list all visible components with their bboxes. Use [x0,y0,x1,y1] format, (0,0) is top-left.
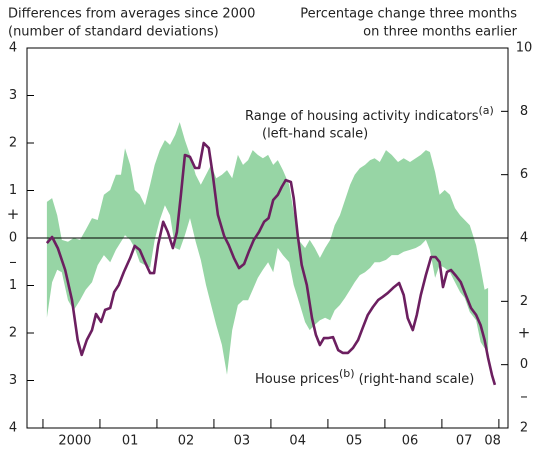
y2-tick-label: 0 [520,357,528,372]
y-tick-label: 2 [9,136,17,151]
annotation-note: (a) [479,104,494,117]
y2-tick-label: 6 [520,167,528,182]
annotation-scale: (left-hand scale) [262,127,368,142]
x-tick-label: 06 [402,434,419,449]
y-tick-label: 3 [9,373,17,388]
y2-tick-label: 2 [520,421,528,436]
x-tick-label: 08 [484,434,501,449]
range-band [46,122,489,375]
y2-tick-label: 10 [516,41,533,56]
x-tick-label: 03 [234,434,251,449]
annotation-scale: (right-hand scale) [359,372,475,387]
y2-title-line: on three months earlier [363,25,517,40]
y-title-line: (number of standard deviations) [8,25,219,40]
y2-title-line: Percentage change three months [300,7,517,22]
annotation-note: (b) [339,367,355,380]
annotation-name: Range of housing activity indicators [245,109,479,124]
annotation-name: House prices [255,372,339,387]
y-tick-label: 2 [9,326,17,341]
y2-tick-label: 4 [520,231,528,246]
y-tick-label: 3 [9,88,17,103]
sign-mark: – [520,387,528,405]
x-tick-label: 07 [456,434,473,449]
y-title-line: Differences from averages since 2000 [8,7,255,22]
series-annotation: House prices(b) (right-hand scale) [255,367,474,387]
x-tick-label: 02 [178,434,195,449]
series-annotation: Range of housing activity indicators(a) [245,104,494,124]
y-tick-label: 4 [9,41,17,56]
y-tick-label: 1 [9,278,17,293]
x-tick-label: 04 [289,434,306,449]
sign-mark: + [7,205,20,223]
y-tick-label: 4 [9,421,17,436]
sign-mark: + [518,324,531,342]
y2-tick-label: 8 [520,104,528,119]
y2-tick-label: 2 [520,294,528,309]
house-price-line [45,141,497,386]
x-tick-label: 2000 [58,434,91,449]
y-tick-label: 0 [9,231,17,246]
x-tick-label: 05 [346,434,363,449]
sign-mark: – [9,252,17,270]
x-tick-label: 01 [122,434,139,449]
y-tick-label: 1 [9,183,17,198]
